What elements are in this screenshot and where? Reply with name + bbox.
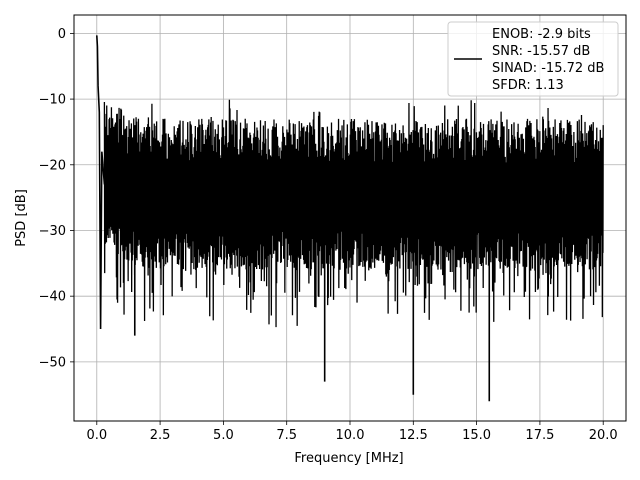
legend-enob: ENOB: -2.9 bits (492, 27, 591, 42)
legend: ENOB: -2.9 bits SNR: -15.57 dB SINAD: -1… (447, 21, 619, 97)
series-line (95, 35, 491, 402)
y-tick-label: −50 (39, 355, 66, 370)
y-axis-label: PSD [dB] (14, 189, 29, 247)
x-axis: 0.0 2.5 5.0 7.5 10.0 12.5 15.0 17.5 20.0 (86, 421, 618, 443)
x-tick-label: 2.5 (150, 428, 171, 443)
noise-trace (103, 99, 604, 328)
noise-band (103, 99, 604, 328)
x-tick-label: 12.5 (399, 428, 428, 443)
x-axis-label: Frequency [MHz] (294, 451, 403, 466)
legend-sfdr: SFDR: 1.13 (492, 78, 564, 93)
y-tick-label: 0 (58, 27, 66, 42)
legend-snr: SNR: -15.57 dB (492, 44, 590, 59)
y-tick-label: −10 (39, 93, 66, 108)
x-tick-label: 0.0 (86, 428, 107, 443)
x-tick-label: 7.5 (276, 428, 297, 443)
y-tick-label: −30 (39, 224, 66, 239)
x-tick-label: 17.5 (525, 428, 554, 443)
x-tick-label: 5.0 (213, 428, 234, 443)
x-tick-label: 20.0 (589, 428, 618, 443)
legend-sinad: SINAD: -15.72 dB (492, 61, 604, 76)
x-tick-label: 10.0 (336, 428, 365, 443)
y-axis: 0 −10 −20 −30 −40 −50 (39, 27, 74, 370)
legend-box (447, 21, 619, 97)
psd-series (95, 35, 491, 402)
y-tick-label: −20 (39, 158, 66, 173)
x-tick-label: 15.0 (462, 428, 491, 443)
y-tick-label: −40 (39, 290, 66, 305)
